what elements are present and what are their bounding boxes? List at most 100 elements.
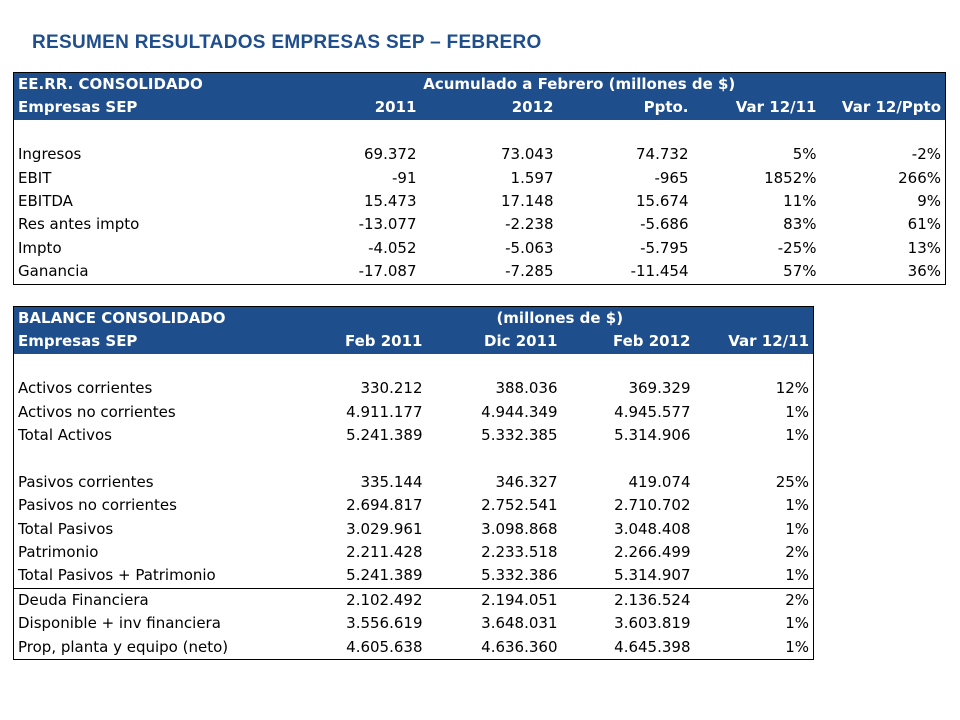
table-cell: 5.332.386 [481, 566, 558, 585]
table-cell: -11.454 [630, 262, 689, 281]
table-cell: 12% [775, 379, 810, 398]
column-header-row: Empresas SEP Feb 2011 Dic 2011 Feb 2012 … [13, 330, 814, 354]
column-header: Var 12/11 [694, 330, 814, 354]
table-cell: 61% [907, 215, 942, 234]
table-cell: 74.732 [636, 145, 689, 164]
table-cell: 5.314.907 [614, 566, 691, 585]
table-row: Res antes impto -13.077 -2.238 -5.686 83% 61% [14, 213, 946, 236]
table-cell: -965 [654, 168, 689, 187]
row-label: Pasivos no corrientes [18, 496, 177, 515]
table-cell: 5% [792, 145, 817, 164]
row-label: Ingresos [18, 145, 82, 164]
table-cell: 15.473 [364, 192, 417, 211]
row-label: Deuda Financiera [13, 587, 307, 613]
table-cell: 57% [783, 262, 817, 281]
table-row: Deuda Financiera 2.102.492 2.194.051 2.136.… [13, 587, 814, 613]
table-cell: 2.710.702 [614, 496, 691, 515]
table-cell: 1% [785, 519, 810, 538]
table-cell: -5.686 [640, 215, 689, 234]
column-header: 2012 [420, 96, 558, 120]
table-cell: 2.211.428 [346, 543, 423, 562]
table-cell: 4.945.577 [614, 402, 691, 421]
table-cell: 3.098.868 [481, 519, 558, 538]
table-cell: 3.648.031 [481, 614, 558, 633]
spacer-row [14, 447, 814, 470]
row-label: Total Pasivos + Patrimonio [18, 566, 216, 585]
table-row: Disponible + inv financiera 3.556.619 3.64… [14, 612, 814, 635]
balance-sheet-table: BALANCE CONSOLIDADO (millones de $) Empr… [13, 306, 815, 661]
table-cell: 1% [785, 426, 810, 445]
table-row: Activos no corrientes 4.911.177 4.944.349 4… [14, 401, 814, 424]
table-cell: 4.645.398 [614, 637, 691, 656]
table-row: Impto -4.052 -5.063 -5.795 -25% 13% [14, 237, 946, 260]
row-label: Res antes impto [18, 215, 140, 234]
table-cell: 1% [785, 566, 810, 585]
table-cell: 5.314.906 [614, 426, 691, 445]
table-row: Ingresos 69.372 73.043 74.732 5% -2% [14, 143, 946, 166]
table-cell: -17.087 [358, 262, 417, 281]
table-cell: -91 [392, 168, 417, 187]
table-cell: 4.944.349 [481, 402, 558, 421]
table-cell: 4.636.360 [481, 637, 558, 656]
table-cell: 2.266.499 [614, 543, 691, 562]
row-label: Activos corrientes [18, 379, 153, 398]
spacer-row [14, 354, 814, 377]
table-cell: 2.233.518 [481, 543, 558, 562]
row-label: Total Pasivos [18, 519, 114, 538]
spacer-row [14, 120, 946, 143]
table-cell: 1852% [764, 168, 817, 187]
column-header: 2011 [213, 96, 421, 120]
table-cell: 11% [783, 192, 817, 211]
table-row: Prop, planta y equipo (neto) 4.605.638 4.6… [14, 636, 814, 660]
table-cell: 1% [785, 496, 810, 515]
table-cell: 36% [907, 262, 942, 281]
table-cell: 4.911.177 [346, 402, 423, 421]
column-header: Empresas SEP [13, 330, 307, 354]
column-header: Feb 2011 [306, 330, 427, 354]
table-cell: 2% [785, 543, 810, 562]
table-cell: 369.329 [628, 379, 691, 398]
table-row: Total Activos 5.241.389 5.332.385 5.314.906… [14, 424, 814, 447]
table-cell: 1% [785, 637, 810, 656]
table-cell: 3.556.619 [346, 614, 423, 633]
column-header-row: Empresas SEP 2011 2012 Ppto. Var 12/11 V… [13, 96, 946, 120]
row-label: Total Activos [18, 426, 112, 445]
table-cell: 1% [785, 402, 810, 421]
table-cell: 346.327 [495, 472, 558, 491]
table-cell: -13.077 [358, 215, 417, 234]
table-title: BALANCE CONSOLIDADO [13, 306, 307, 331]
table-cell: -25% [777, 238, 817, 257]
table-cell: 388.036 [495, 379, 558, 398]
table-cell: 73.043 [501, 145, 554, 164]
table-row: Total Pasivos + Patrimonio 5.241.389 5.332… [14, 564, 814, 588]
table-cell: 9% [917, 192, 942, 211]
table-cell: -2% [911, 145, 942, 164]
row-label: EBIT [18, 168, 52, 187]
table-row: Pasivos no corrientes 2.694.817 2.752.541 2… [14, 494, 814, 517]
column-header: Ppto. [557, 96, 693, 120]
table-cell: 330.212 [360, 379, 423, 398]
table-cell: 5.241.389 [346, 566, 423, 585]
table-row: EBIT -91 1.597 -965 1852% 266% [14, 167, 946, 190]
table-cell: -4.052 [368, 238, 417, 257]
table-cell: 1.597 [510, 168, 554, 187]
table-cell: 15.674 [636, 192, 689, 211]
row-label: Prop, planta y equipo (neto) [18, 637, 229, 656]
row-label: Activos no corrientes [18, 402, 176, 421]
column-header: Dic 2011 [426, 330, 562, 354]
table-title: EE.RR. CONSOLIDADO [13, 72, 214, 97]
table-header-row: BALANCE CONSOLIDADO (millones de $) [13, 306, 814, 331]
row-label: Patrimonio [18, 543, 99, 562]
table-cell: -5.795 [640, 238, 689, 257]
table-subtitle: (millones de $) [306, 306, 814, 331]
table-cell: 2% [694, 587, 814, 613]
table-cell: 3.603.819 [614, 614, 691, 633]
row-label: Ganancia [18, 262, 89, 281]
column-header: Empresas SEP [13, 96, 214, 120]
table-cell: -5.063 [505, 238, 554, 257]
column-header: Var 12/11 [692, 96, 821, 120]
column-header: Var 12/Ppto [820, 96, 946, 120]
table-cell: 2.752.541 [481, 496, 558, 515]
table-cell: 25% [775, 472, 810, 491]
table-cell: 5.241.389 [346, 426, 423, 445]
